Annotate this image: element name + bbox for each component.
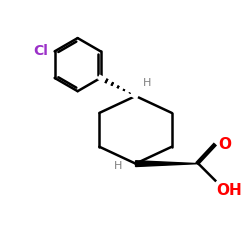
Text: H: H: [143, 78, 151, 88]
Text: Cl: Cl: [34, 44, 48, 58]
Text: H: H: [114, 161, 122, 171]
Polygon shape: [136, 161, 198, 166]
Text: O: O: [218, 137, 231, 152]
Text: OH: OH: [216, 183, 242, 198]
